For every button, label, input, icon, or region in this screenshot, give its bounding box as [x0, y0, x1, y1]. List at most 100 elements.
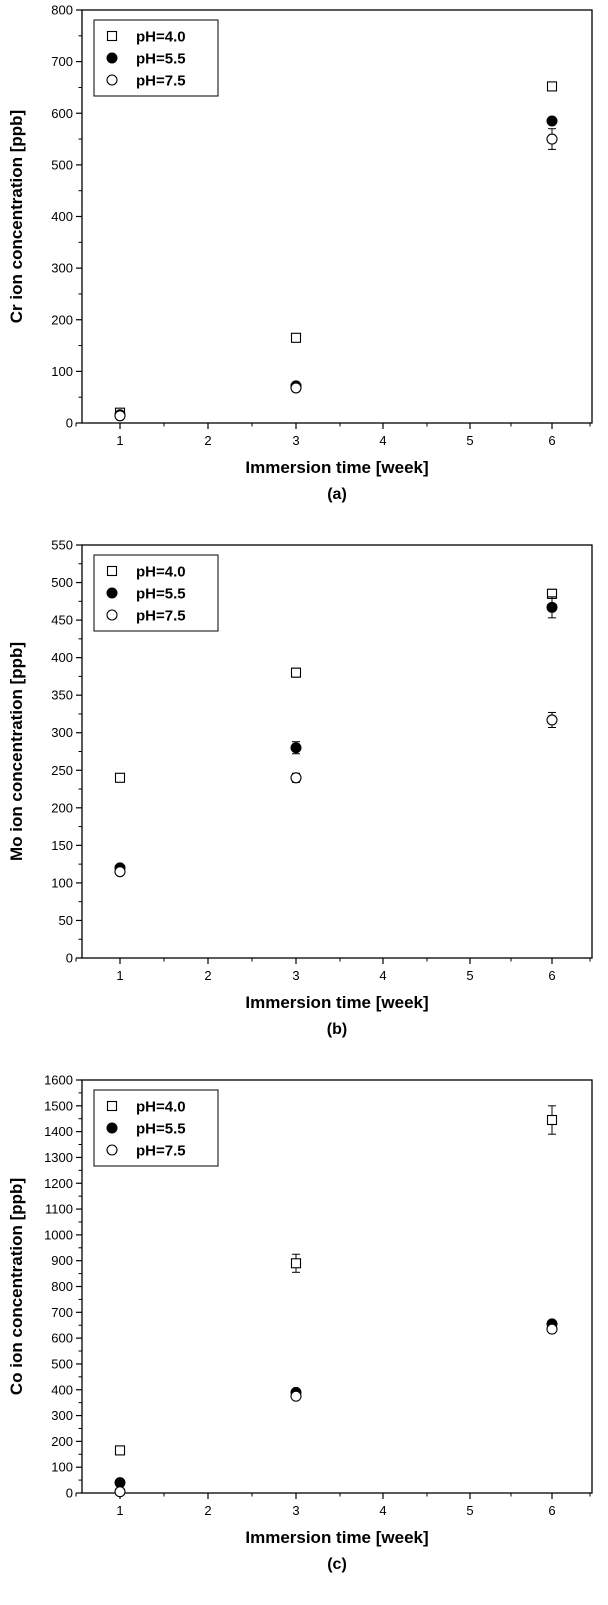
- x-axis-title: Immersion time [week]: [245, 993, 428, 1012]
- y-tick-label: 500: [51, 157, 73, 172]
- y-tick-label: 300: [51, 261, 73, 276]
- legend: pH=4.0 pH=5.5 pH=7.5: [93, 19, 219, 97]
- plot-area-group: 0 50 100 150 200 250 300 350 400 450 500 550 1 2 3 4 5 6 M…: [7, 538, 593, 1038]
- y-tick-label: 100: [51, 364, 73, 379]
- y-tick-label: 200: [51, 800, 73, 815]
- data-point: [546, 1114, 558, 1126]
- legend-label: pH=5.5: [136, 1121, 186, 1138]
- legend-label: pH=5.5: [136, 51, 186, 68]
- legend-label: pH=4.0: [136, 29, 186, 46]
- y-tick-label: 600: [51, 1331, 73, 1346]
- data-point: [546, 81, 558, 92]
- y-tick-label: 500: [51, 575, 73, 590]
- data-point: [290, 332, 302, 343]
- data-point: [114, 866, 126, 878]
- x-tick-label: 2: [204, 968, 211, 983]
- y-axis-title: Mo ion concentration [ppb]: [7, 642, 26, 861]
- legend-label: pH=4.0: [136, 564, 186, 581]
- series-group: [114, 596, 558, 874]
- legend-open-square-marker: [106, 565, 118, 577]
- panel-caption: (c): [327, 1556, 347, 1573]
- legend-filled-circle-marker: [106, 587, 118, 599]
- y-tick-label: 1200: [44, 1176, 73, 1191]
- y-tick-label: 200: [51, 1434, 73, 1449]
- data-point: [290, 667, 302, 678]
- y-axis-title: Co ion concentration [ppb]: [7, 1178, 26, 1395]
- y-tick-label: 900: [51, 1253, 73, 1268]
- series-group: [114, 1323, 558, 1498]
- y-tick-label: 350: [51, 688, 73, 703]
- y-axis-title: Cr ion concentration [ppb]: [7, 110, 26, 323]
- legend: pH=4.0 pH=5.5 pH=7.5: [93, 1089, 219, 1167]
- x-tick-label: 3: [292, 433, 299, 448]
- x-tick-label: 1: [116, 968, 123, 983]
- y-tick-label: 100: [51, 875, 73, 890]
- y-tick-label: 250: [51, 763, 73, 778]
- x-tick-label: 6: [548, 968, 555, 983]
- legend-open-circle-marker: [106, 1144, 118, 1156]
- y-tick-label: 700: [51, 1305, 73, 1320]
- x-tick-label: 5: [466, 433, 473, 448]
- x-tick-label: 5: [466, 968, 473, 983]
- series-group: [114, 128, 558, 422]
- data-point: [546, 133, 558, 145]
- x-tick-label: 1: [116, 433, 123, 448]
- y-tick-label: 800: [51, 1279, 73, 1294]
- x-tick-label: 4: [379, 968, 386, 983]
- y-tick-label: 1500: [44, 1098, 73, 1113]
- x-tick-label: 6: [548, 1503, 555, 1518]
- x-tick-label: 3: [292, 1503, 299, 1518]
- x-axis-title: Immersion time [week]: [245, 1528, 428, 1547]
- legend-filled-circle-marker: [106, 1122, 118, 1134]
- x-axis-title: Immersion time [week]: [245, 458, 428, 477]
- data-point: [114, 772, 126, 783]
- y-tick-label: 1300: [44, 1150, 73, 1165]
- y-tick-label: 50: [59, 913, 73, 928]
- cr-ion-chart: 0 100 200 300 400 500 600 700 800 1 2 3 4 5 6 Cr ion co…: [7, 3, 593, 503]
- x-tick-label: 4: [379, 1503, 386, 1518]
- y-tick-label: 500: [51, 1356, 73, 1371]
- x-tick-label: 3: [292, 968, 299, 983]
- data-point: [290, 1390, 302, 1402]
- co-ion-chart: 0 100 200 300 400 500 600 700 800 900 1000 1100 1200…: [7, 1073, 593, 1573]
- series-group: [114, 1105, 558, 1456]
- legend-open-circle-marker: [106, 74, 118, 86]
- data-point: [114, 1486, 126, 1498]
- plot-area-group: 0 100 200 300 400 500 600 700 800 1 2 3 4 5 6 Cr ion co…: [7, 3, 593, 503]
- x-tick-label: 5: [466, 1503, 473, 1518]
- data-point: [290, 1258, 302, 1269]
- y-tick-label: 600: [51, 106, 73, 121]
- legend-filled-circle-marker: [106, 52, 118, 64]
- legend-open-square-marker: [106, 30, 118, 42]
- panel-caption: (b): [327, 1021, 347, 1038]
- data-point: [546, 1323, 558, 1335]
- panel-caption: (a): [327, 486, 347, 503]
- legend-label: pH=7.5: [136, 1143, 186, 1160]
- y-tick-label: 700: [51, 54, 73, 69]
- legend: pH=4.0 pH=5.5 pH=7.5: [93, 554, 219, 632]
- y-tick-label: 400: [51, 209, 73, 224]
- legend-label: pH=7.5: [136, 73, 186, 90]
- y-tick-label: 1000: [44, 1227, 73, 1242]
- y-tick-label: 1400: [44, 1124, 73, 1139]
- mo-ion-chart: 0 50 100 150 200 250 300 350 400 450 500 550 1 2 3 4 5 6 M…: [7, 538, 593, 1038]
- series-group: [114, 588, 558, 783]
- legend-label: pH=5.5: [136, 586, 186, 603]
- data-point: [114, 410, 126, 422]
- y-tick-label: 150: [51, 838, 73, 853]
- y-tick-label: 0: [66, 1486, 73, 1501]
- y-tick-label: 400: [51, 1382, 73, 1397]
- data-point: [546, 601, 558, 613]
- y-tick-label: 1100: [45, 1202, 73, 1217]
- data-point: [114, 1445, 126, 1456]
- series-group: [114, 711, 558, 878]
- data-point: [290, 742, 302, 754]
- legend-open-square-marker: [106, 1100, 118, 1112]
- y-tick-label: 0: [66, 416, 73, 431]
- data-point: [290, 382, 302, 394]
- x-tick-label: 2: [204, 433, 211, 448]
- x-tick-label: 6: [548, 433, 555, 448]
- y-tick-label: 550: [51, 538, 73, 553]
- y-tick-label: 300: [51, 725, 73, 740]
